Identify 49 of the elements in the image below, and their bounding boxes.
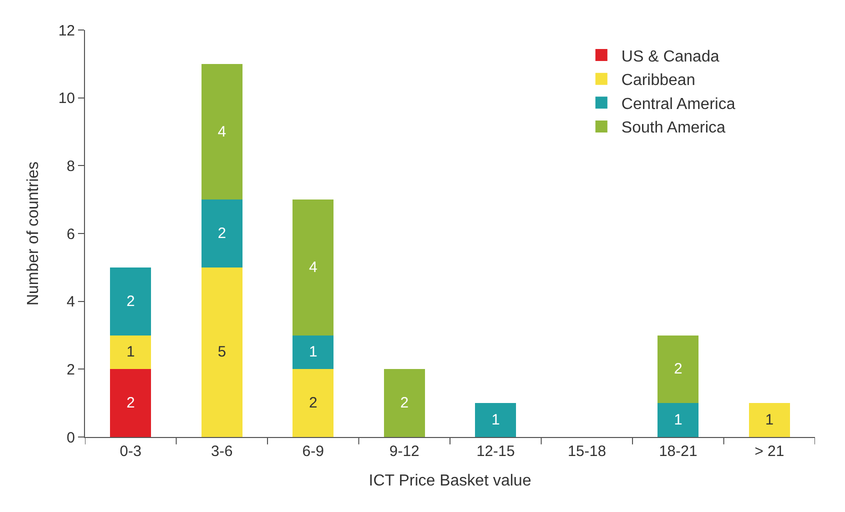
y-tick-label: 10	[58, 90, 75, 108]
data-label: 1	[126, 344, 135, 361]
y-tick-label: 8	[66, 158, 75, 175]
bar	[658, 403, 699, 437]
data-label: 1	[674, 412, 682, 429]
data-label: 2	[218, 225, 226, 242]
x-tick-label: > 21	[754, 443, 784, 460]
data-label: 2	[126, 394, 135, 412]
bar	[201, 64, 242, 200]
data-label: 2	[126, 292, 135, 310]
data-label: 4	[218, 123, 226, 140]
data-label: 1	[765, 412, 774, 429]
x-tick-label: 3-6	[211, 443, 233, 460]
bar	[475, 403, 516, 437]
bar	[748, 403, 790, 437]
data-label: 2	[308, 394, 318, 412]
x-tick-label: 15-18	[568, 443, 606, 460]
x-tick-label: 0-3	[120, 443, 142, 460]
x-tick-label: 9-12	[389, 443, 420, 460]
bar	[110, 369, 152, 437]
bar	[292, 335, 334, 370]
data-label: 2	[674, 360, 682, 378]
data-label: 5	[218, 344, 226, 361]
x-tick-label: 12-15	[476, 443, 515, 460]
y-tick-label: 0	[66, 429, 75, 446]
data-label: 1	[491, 412, 500, 429]
bar	[658, 335, 699, 404]
y-axis-title: Number of countries	[25, 161, 42, 306]
bar	[292, 200, 334, 336]
y-tick-label: 2	[66, 361, 75, 378]
bar	[201, 267, 242, 437]
y-tick-label: 6	[66, 226, 75, 243]
bar	[110, 335, 152, 370]
bar	[110, 267, 152, 336]
legend-label: Caribbean	[621, 72, 696, 90]
y-tick-label: 12	[58, 22, 75, 40]
legend-label: US & Canada	[621, 48, 720, 66]
bar	[384, 369, 425, 437]
bar	[201, 200, 242, 268]
data-label: 1	[308, 344, 318, 361]
bar	[292, 369, 334, 437]
legend-label: South America	[621, 120, 726, 137]
legend-label: Central America	[621, 96, 736, 113]
data-label: 4	[308, 258, 318, 276]
x-tick-label: 18-21	[658, 443, 698, 460]
x-axis-title: ICT Price Basket value	[368, 472, 532, 490]
x-tick-label: 6-9	[302, 443, 324, 460]
y-tick-label: 4	[66, 294, 75, 311]
data-label: 2	[400, 394, 409, 412]
